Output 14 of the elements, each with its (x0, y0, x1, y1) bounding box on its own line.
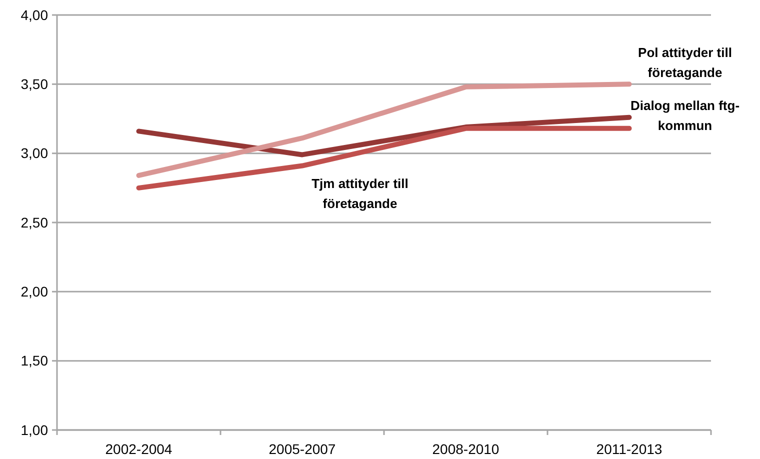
x-tick-label: 2011-2013 (596, 441, 662, 457)
series-label: Dialog mellan ftg-kommun (630, 98, 740, 133)
y-tick-label: 1,00 (20, 422, 48, 438)
y-tick-label: 1,50 (20, 352, 48, 369)
series-label: Pol attityder till företagande (638, 45, 732, 80)
y-tick-label: 2,50 (20, 214, 48, 230)
x-tick-label: 2008-2010 (432, 441, 500, 457)
y-tick-label: 4,00 (20, 6, 48, 23)
y-tick-label: 2,00 (20, 284, 48, 300)
y-tick-label: 3,00 (20, 145, 48, 162)
x-tick-label: 2002-2004 (105, 441, 172, 457)
y-tick-label: 3,50 (20, 76, 48, 92)
series-label: Tjm attityder till företagande (312, 176, 408, 211)
x-tick-label: 2005-2007 (268, 441, 336, 457)
